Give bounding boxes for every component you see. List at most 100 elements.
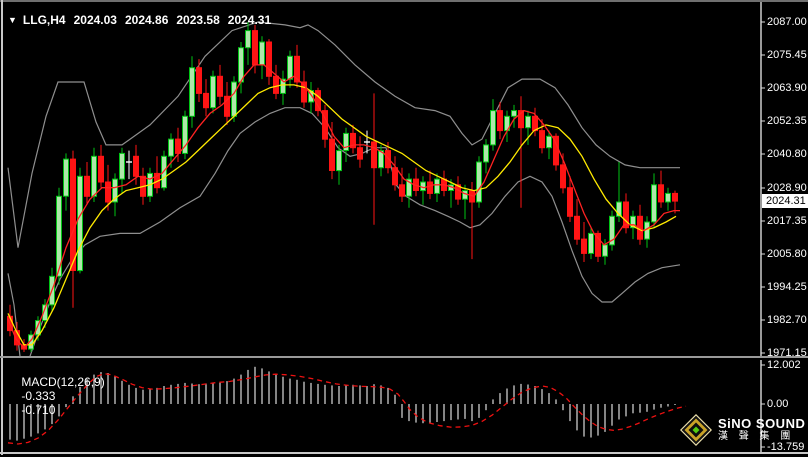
candle-bullish (483, 144, 489, 163)
candle-bullish (63, 158, 69, 197)
candle-bullish (511, 110, 517, 117)
price-axis-label: 2063.90 (767, 82, 807, 94)
candle-bearish (392, 167, 398, 186)
current-price-tag: 2024.31 (762, 194, 808, 208)
candle-bearish (658, 184, 664, 203)
price-axis-label: 2017.35 (767, 215, 807, 227)
bollinger-upper-band (7, 21, 680, 248)
candle-bullish (77, 175, 83, 272)
candle-bearish (217, 75, 223, 97)
ohlc-low: 2023.58 (176, 13, 220, 27)
candle-bearish (672, 192, 678, 202)
diamond-logo-icon (680, 414, 712, 446)
candle-bullish (189, 67, 195, 117)
candle-bullish (119, 152, 125, 180)
price-axis-label: 1982.70 (767, 314, 807, 326)
symbol-header: ▼ LLG,H4 2024.03 2024.86 2023.58 2024.31 (8, 13, 279, 27)
candle-bullish (378, 150, 384, 169)
price-axis-label: 2005.80 (767, 248, 807, 260)
candle-bearish (595, 232, 601, 257)
candle-bullish (231, 81, 237, 117)
candle-bullish (476, 161, 482, 203)
window-border-top (0, 0, 808, 2)
candle-bearish (581, 238, 587, 254)
candle-bearish (322, 110, 328, 140)
candle-bullish (245, 30, 251, 49)
candle-bullish (112, 178, 118, 203)
candle-bearish (301, 81, 307, 103)
candle-bearish (224, 95, 230, 117)
broker-logo: SiNO SOUND 漢 聲 集 團 (679, 413, 805, 447)
candle-bearish (294, 55, 300, 83)
candle-bearish (98, 155, 104, 183)
candle-bearish (371, 141, 377, 169)
symbol-dropdown-icon[interactable]: ▼ (8, 14, 17, 25)
candle-bullish (287, 55, 293, 80)
candle-bullish (434, 178, 440, 194)
candle-bearish (70, 158, 76, 272)
candle-bullish (406, 178, 412, 197)
candle-bearish (252, 30, 258, 66)
candle-bullish (182, 115, 188, 154)
candle-bearish (385, 150, 391, 169)
candle-bullish (602, 244, 608, 257)
candle-bearish (567, 187, 573, 217)
candle-bearish (623, 201, 629, 229)
candle-bullish (238, 47, 244, 83)
candle-bullish (651, 184, 657, 223)
candle-bullish (462, 190, 468, 200)
price-axis-label: 1971.15 (767, 347, 807, 359)
candle-bearish (84, 175, 90, 197)
candle-bearish (105, 181, 111, 203)
ohlc-high: 2024.86 (124, 13, 169, 27)
logo-subtitle: 漢 聲 集 團 (718, 431, 795, 442)
candle-bullish (609, 215, 615, 246)
candle-bearish (196, 67, 202, 94)
candle-bearish (350, 132, 356, 149)
candle-bearish (532, 115, 538, 132)
candle-bearish (539, 130, 545, 149)
ohlc-close: 2024.31 (227, 13, 272, 27)
macd-main-value: -0.333 (21, 389, 56, 403)
window-border-left (1, 0, 3, 455)
ohlc-open: 2024.03 (73, 13, 117, 27)
candle-bullish (343, 132, 349, 151)
price-axis-label: 2075.45 (767, 49, 807, 61)
candle-bearish (133, 155, 139, 177)
candle-bullish (336, 150, 342, 172)
ma-slow-line (7, 84, 677, 346)
candle-bearish (357, 147, 363, 160)
candle-bullish (168, 138, 174, 157)
candle-bearish (175, 138, 181, 154)
price-axis-label: 2040.80 (767, 148, 807, 160)
price-axis-label: 2087.00 (767, 16, 807, 28)
candle-bearish (518, 110, 524, 129)
candle-bullish (42, 304, 48, 321)
candle-bearish (329, 138, 335, 172)
macd-axis-label: -13.759 (767, 441, 805, 453)
candle-bearish (203, 92, 209, 109)
candle-bearish (427, 181, 433, 194)
candle-bullish (525, 115, 531, 129)
candle-bearish (273, 75, 279, 94)
candle-bullish (210, 75, 216, 109)
candle-bullish (665, 192, 671, 203)
macd-indicator-label: MACD(12,26,9) -0.333 -0.710 (8, 361, 111, 431)
price-axis-label: 1994.25 (767, 281, 807, 293)
macd-signal-value: -0.710 (21, 403, 56, 417)
panel-separator[interactable] (0, 356, 808, 358)
candle-bearish (574, 215, 580, 240)
price-axis-label: 2028.90 (767, 182, 807, 194)
candle-bullish (56, 195, 62, 277)
window-border-bottom (0, 452, 808, 454)
logo-title: SiNO SOUND (718, 416, 806, 431)
candle-bearish (560, 164, 566, 189)
candle-bearish (399, 184, 405, 197)
ma-fast-line (7, 64, 680, 349)
candle-bullish (588, 232, 594, 254)
candle-bullish (546, 135, 552, 149)
candle-bullish (280, 78, 286, 94)
price-axis-label: 2052.35 (767, 115, 807, 127)
